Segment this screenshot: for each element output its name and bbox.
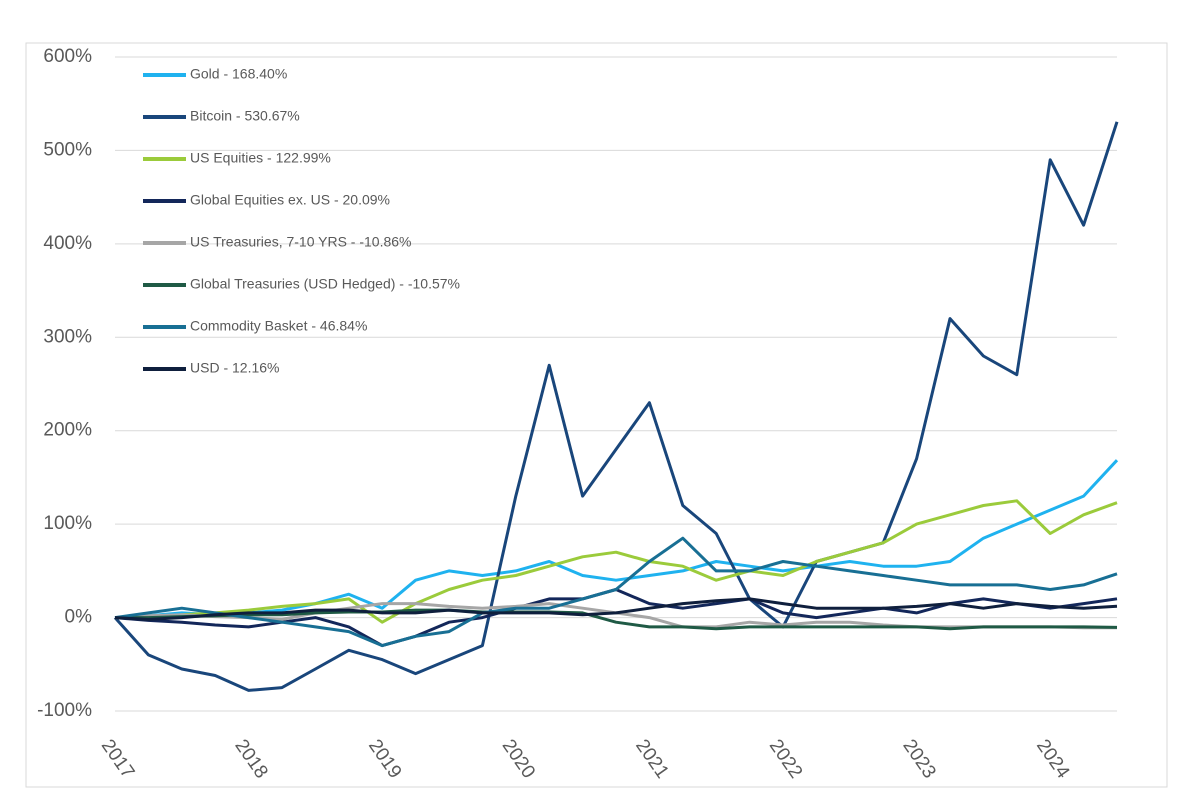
legend-label: US Equities - 122.99% [190, 150, 331, 166]
x-tick-label: 2023 [898, 736, 939, 783]
y-tick-label: 0% [65, 607, 93, 628]
series-line [115, 608, 1118, 631]
legend-label: USD - 12.16% [190, 360, 279, 376]
legend-label: Global Equities ex. US - 20.09% [190, 192, 390, 208]
legend-label: Global Treasuries (USD Hedged) - -10.57% [190, 276, 460, 292]
y-tick-label: -100% [37, 700, 92, 721]
legend-label: Gold - 168.40% [190, 66, 287, 82]
series-line [114, 459, 1119, 620]
chart-frame [25, 42, 1168, 788]
x-tick-label: 2019 [364, 736, 405, 783]
y-tick-label: 200% [43, 420, 92, 441]
series-line [114, 536, 1118, 648]
legend-label: US Treasuries, 7-10 YRS - -10.86% [190, 234, 412, 250]
y-tick-label: 600% [43, 46, 92, 67]
x-tick-label: 2021 [631, 736, 672, 783]
y-tick-label: 100% [43, 513, 92, 534]
y-tick-label: 300% [43, 326, 92, 347]
x-tick-label: 2020 [498, 736, 539, 783]
series-line [113, 121, 1119, 692]
x-tick-label: 2022 [765, 736, 806, 783]
y-tick-label: 400% [43, 233, 92, 254]
legend-label: Bitcoin - 530.67% [190, 108, 300, 124]
y-tick-label: 500% [43, 139, 92, 160]
series-line [114, 597, 1118, 621]
legend-label: Commodity Basket - 46.84% [190, 318, 367, 334]
x-tick-label: 2024 [1032, 736, 1074, 783]
x-tick-label: 2018 [230, 736, 271, 783]
series-line [115, 499, 1118, 624]
x-tick-label: 2017 [97, 736, 138, 783]
